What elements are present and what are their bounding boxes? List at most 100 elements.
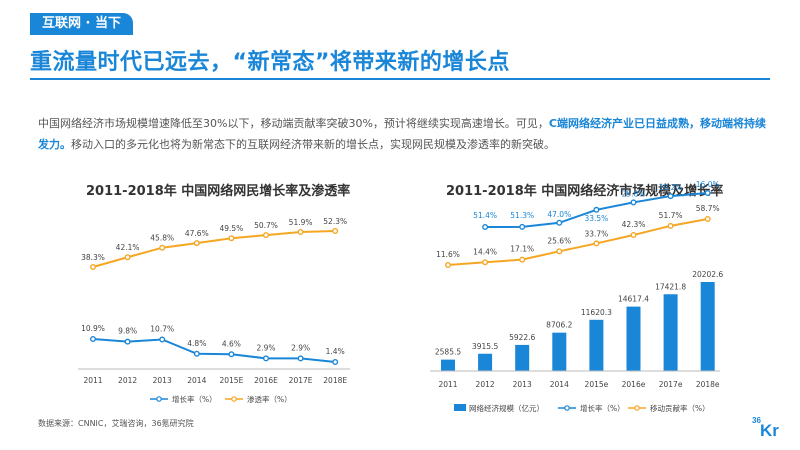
right-growth-point: [593, 206, 600, 213]
right-bar: [589, 319, 604, 371]
right-bar: [626, 306, 641, 371]
left-x-tick-label: 2011: [83, 376, 102, 385]
right-bar-label: 5922.6: [509, 333, 535, 342]
right-mobile-label: 42.3%: [622, 220, 646, 229]
left-growth-point: [89, 336, 96, 343]
right-growth-label: 16.0%: [696, 180, 720, 189]
right-bar-label: 17421.8: [655, 282, 686, 291]
left-legend-penetration-marker: [231, 396, 237, 402]
left-penetration-label: 42.1%: [116, 243, 140, 252]
left-growth-point: [297, 355, 304, 362]
left-penetration-label: 50.7%: [254, 221, 278, 230]
right-legend-mobile-marker: [634, 405, 640, 411]
left-x-tick-label: 2013: [153, 376, 172, 385]
right-growth-label: 19.2%: [659, 183, 683, 192]
left-penetration-point: [89, 264, 96, 271]
left-legend-growth-text: 增长率（%）: [172, 394, 217, 404]
left-x-tick-label: 2015E: [219, 376, 243, 385]
right-mobile-point: [630, 232, 637, 239]
section-tag: 互联网 · 当下: [30, 13, 133, 35]
left-growth-point: [228, 351, 235, 358]
intro-highlight: C端网络经济产业已日益成熟，移动端将持续发力。: [38, 117, 766, 151]
right-growth-point: [704, 189, 711, 196]
right-mobile-label: 11.6%: [436, 250, 460, 259]
left-growth-label: 2.9%: [291, 343, 310, 352]
left-growth-point: [193, 350, 200, 357]
left-penetration-point: [159, 244, 166, 251]
right-x-tick-label: 2016e: [622, 380, 646, 389]
left-penetration-label: 45.8%: [150, 234, 174, 243]
right-mobile-point: [519, 256, 526, 263]
left-penetration-label: 49.5%: [219, 224, 243, 233]
left-x-tick-label: 2018E: [323, 376, 347, 385]
left-x-tick-label: 2014: [187, 376, 206, 385]
right-bar-label: 8706.2: [546, 321, 572, 330]
left-growth-point: [159, 336, 166, 343]
logo-super-text: 36: [752, 416, 761, 425]
left-penetration-point: [228, 235, 235, 242]
right-x-tick-label: 2013: [513, 380, 532, 389]
right-mobile-line: [447, 218, 708, 266]
left-growth-label: 9.8%: [118, 327, 137, 336]
right-legend-growth-text: 增长率（%）: [580, 403, 625, 413]
right-bar: [552, 332, 567, 371]
left-growth-line: [92, 338, 336, 363]
right-legend-growth-marker: [564, 405, 570, 411]
right-mobile-label: 14.4%: [473, 247, 497, 256]
intro-paragraph: 中国网络经济市场规模增速降低至30%以下，移动端贡献率突破30%，预计将继续实现…: [38, 113, 768, 155]
right-x-tick-label: 2011: [438, 380, 457, 389]
right-bar: [478, 353, 493, 371]
right-mobile-label: 58.7%: [696, 204, 720, 213]
right-legend-size-text: 网络经济规模（亿元）: [469, 403, 544, 413]
right-mobile-label: 51.7%: [659, 211, 683, 220]
logo-main-text: Kr: [760, 421, 779, 438]
right-growth-point: [630, 199, 637, 206]
left-penetration-label: 38.3%: [81, 253, 105, 262]
left-penetration-point: [124, 254, 131, 261]
intro-text-part2: 移动入口的多元化也将为新常态下的互联网经济带来新的增长点，实现网民规模及渗透率的…: [71, 138, 555, 151]
right-x-tick-label: 2014: [550, 380, 569, 389]
left-penetration-point: [297, 229, 304, 236]
right-chart-title: 2011-2018年 中国网络经济市场规模及增长率: [446, 184, 724, 199]
page-title: 重流量时代已远去，“新常态”将带来新的增长点: [30, 50, 510, 75]
data-source-note: 数据来源：CNNIC，艾瑞咨询，36氪研究院: [38, 419, 194, 428]
right-legend-size-swatch: [454, 404, 466, 411]
right-legend-mobile-text: 移动贡献率（%）: [650, 403, 710, 413]
left-penetration-label: 47.6%: [185, 229, 209, 238]
right-mobile-label: 25.6%: [547, 236, 571, 245]
left-growth-label: 10.9%: [81, 324, 105, 333]
left-growth-label: 4.6%: [222, 339, 241, 348]
right-mobile-point: [704, 215, 711, 222]
right-growth-point: [519, 223, 526, 230]
right-bar-label: 11620.3: [581, 308, 612, 317]
left-growth-label: 10.7%: [150, 324, 174, 333]
right-growth-label: 47.0%: [547, 210, 571, 219]
left-growth-point: [332, 359, 339, 366]
right-bar: [700, 282, 715, 371]
right-growth-label: 51.3%: [510, 211, 534, 220]
right-bar-label: 20202.6: [692, 270, 723, 279]
left-x-tick-label: 2012: [118, 376, 137, 385]
right-bar-label: 3915.5: [472, 342, 498, 351]
right-mobile-label: 17.1%: [510, 245, 534, 254]
right-growth-label: 25.8%: [622, 189, 646, 198]
left-x-tick-label: 2017E: [289, 376, 313, 385]
left-legend-growth-marker: [156, 396, 162, 402]
right-growth-point: [556, 219, 563, 226]
right-bar: [515, 344, 530, 371]
brand-logo: 36 Kr: [752, 416, 779, 438]
left-chart-title: 2011-2018年 中国网络网民增长率及渗透率: [86, 184, 351, 199]
right-growth-point: [667, 193, 674, 200]
left-penetration-label: 52.3%: [323, 217, 347, 226]
right-x-tick-label: 2015e: [585, 380, 609, 389]
right-mobile-point: [556, 248, 563, 255]
right-mobile-point: [482, 259, 489, 266]
right-bar: [441, 359, 455, 371]
right-mobile-label: 33.7%: [584, 229, 608, 238]
left-legend-penetration-text: 渗透率（%）: [247, 394, 292, 404]
left-penetration-label: 51.9%: [289, 218, 313, 227]
left-penetration-line: [92, 230, 336, 268]
right-x-tick-label: 2018e: [696, 380, 720, 389]
right-mobile-point: [593, 240, 600, 247]
